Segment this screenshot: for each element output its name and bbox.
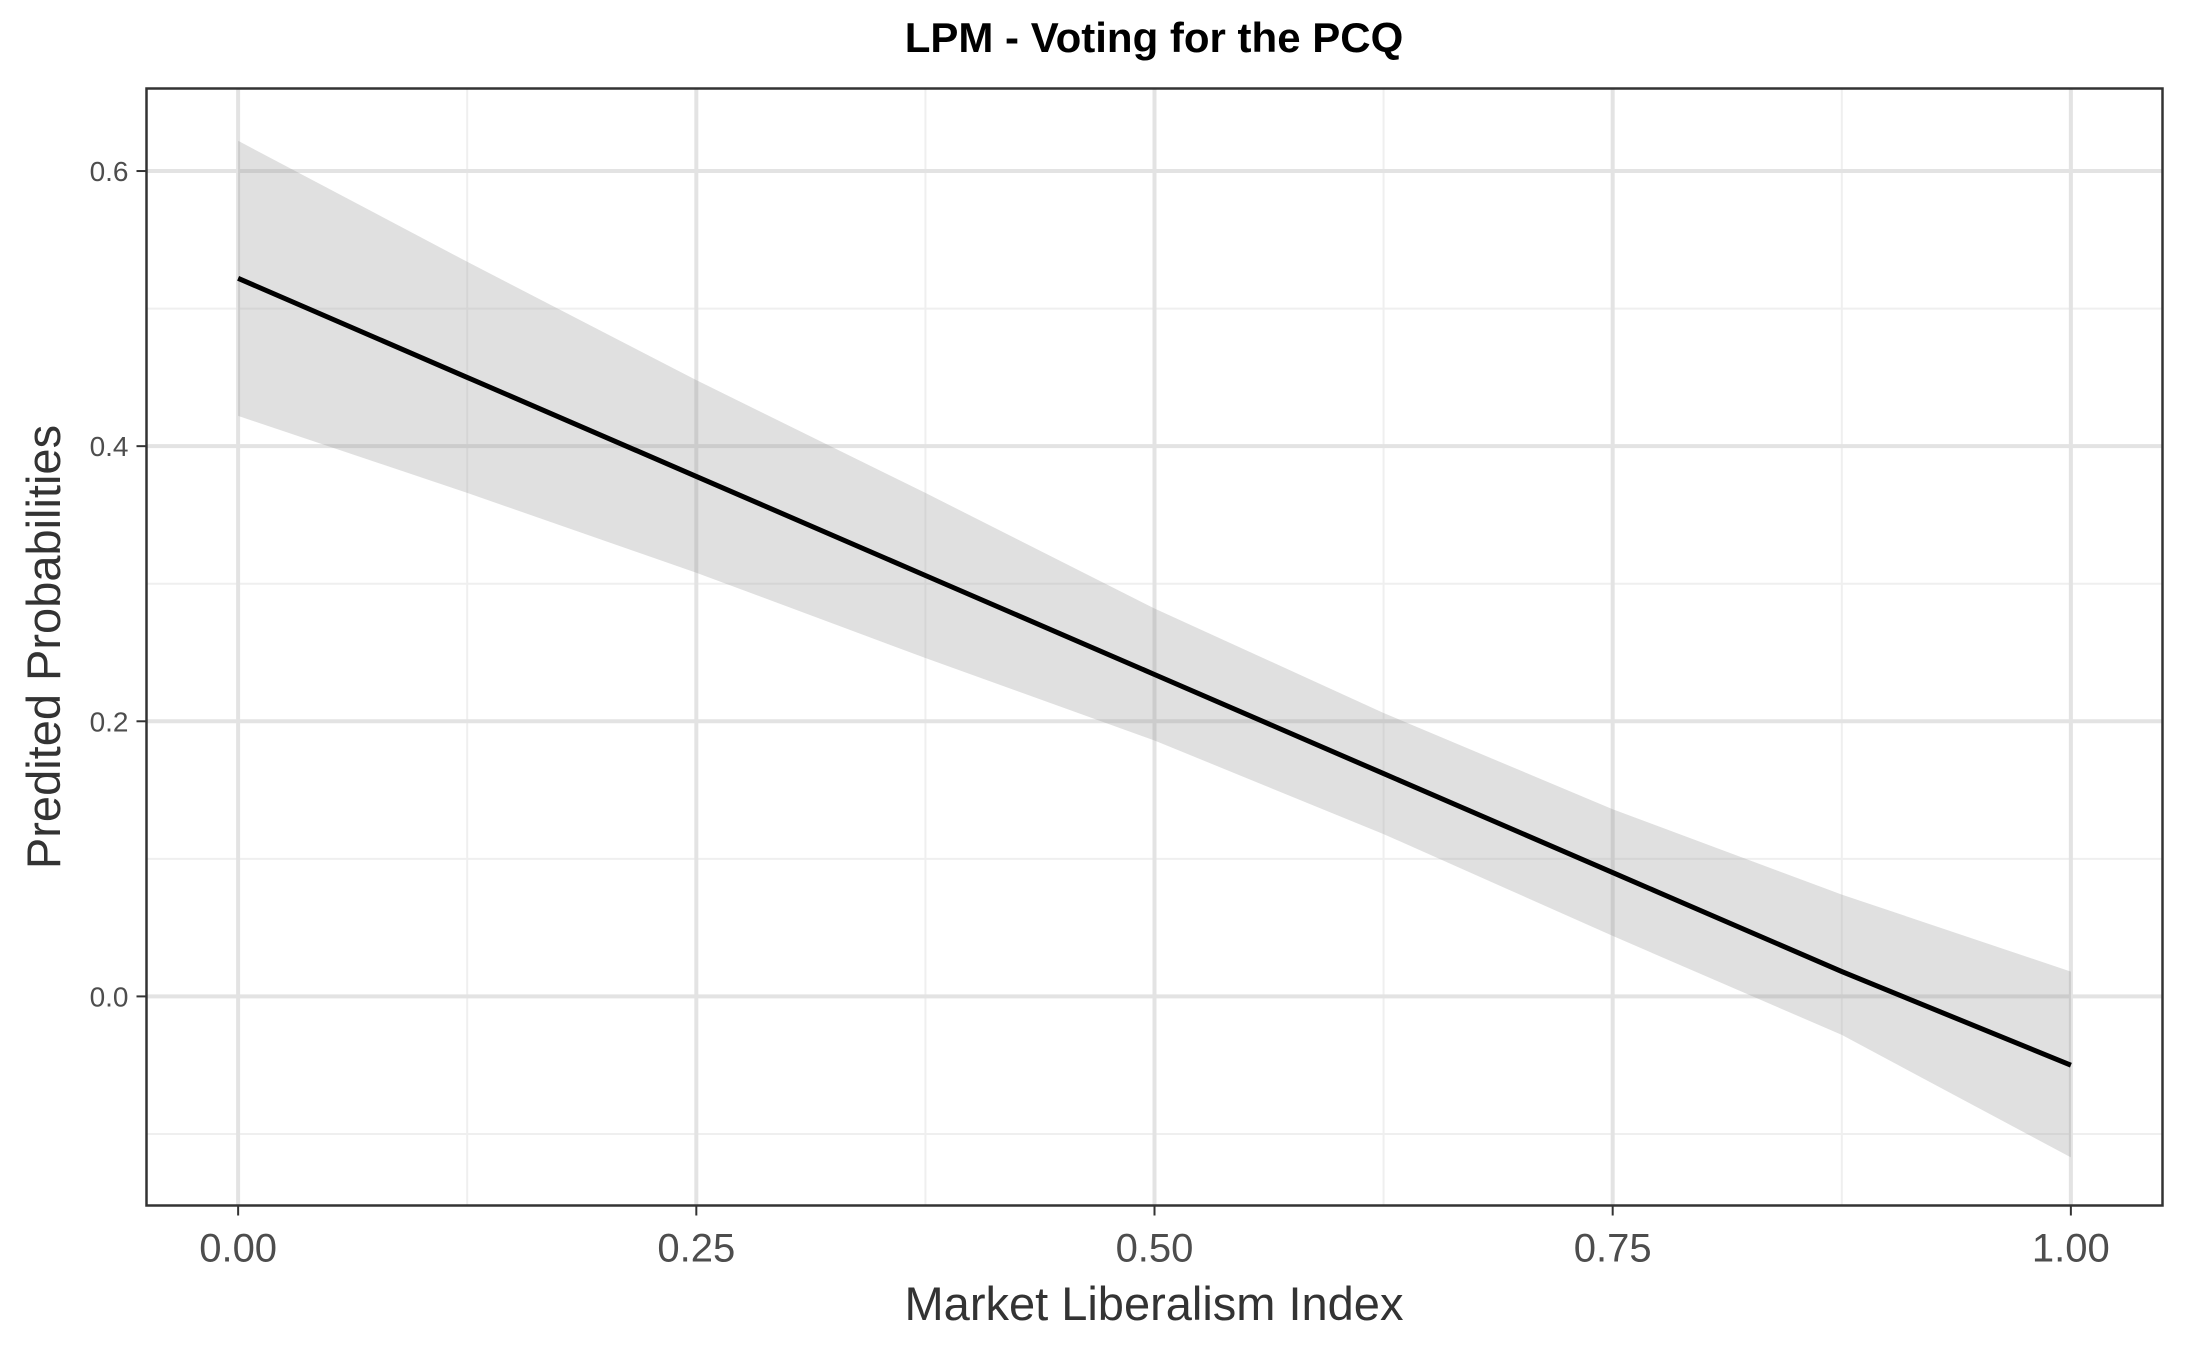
axes: 0.0 0.2 0.4 0.6 0.00 0.25 0.50 0.75 1.00 — [90, 156, 2110, 1270]
y-tick-label: 0.0 — [90, 981, 129, 1012]
grid — [146, 88, 2163, 1206]
y-axis-title: Predited Probabilities — [17, 425, 70, 869]
y-tick-label: 0.4 — [90, 431, 129, 462]
x-axis-title: Market Liberalism Index — [905, 1277, 1404, 1330]
x-tick-label: 1.00 — [2032, 1227, 2110, 1271]
x-tick-label: 0.50 — [1116, 1227, 1194, 1271]
confidence-ribbon-layer — [238, 140, 2071, 1158]
chart-title: LPM - Voting for the PCQ — [905, 14, 1404, 61]
y-tick-label: 0.2 — [90, 706, 129, 737]
x-tick-label: 0.00 — [199, 1227, 277, 1271]
x-tick-label: 0.25 — [657, 1227, 735, 1271]
x-tick-label: 0.75 — [1574, 1227, 1652, 1271]
y-tick-label: 0.6 — [90, 156, 129, 187]
fit-line-layer — [237, 276, 2072, 1068]
confidence-ribbon — [238, 140, 2071, 1158]
fitted-probability-line — [237, 276, 2072, 1068]
